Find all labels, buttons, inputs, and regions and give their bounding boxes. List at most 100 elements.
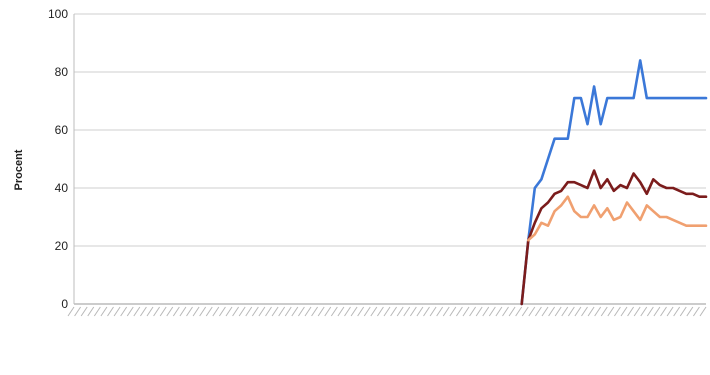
x-tick-mark bbox=[423, 306, 430, 317]
x-tick-mark bbox=[633, 306, 641, 317]
x-tick-mark bbox=[133, 306, 141, 317]
x-tick-mark bbox=[495, 306, 503, 317]
x-tick-mark bbox=[429, 306, 437, 317]
x-tick-mark bbox=[416, 306, 424, 317]
x-tick-mark bbox=[521, 306, 529, 317]
x-tick-mark bbox=[693, 306, 700, 317]
x-tick-mark bbox=[93, 306, 101, 317]
x-tick-mark bbox=[567, 306, 575, 317]
x-tick-mark bbox=[456, 306, 463, 317]
x-tick-mark bbox=[554, 306, 562, 317]
x-tick-mark bbox=[284, 306, 292, 317]
x-tick-mark bbox=[245, 306, 253, 317]
x-tick-mark bbox=[304, 306, 312, 317]
x-tick-mark bbox=[502, 306, 509, 317]
x-tick-mark bbox=[581, 306, 588, 317]
x-tick-mark bbox=[574, 306, 582, 317]
x-tick-mark bbox=[653, 306, 661, 317]
x-tick-mark bbox=[607, 306, 615, 317]
x-tick-mark bbox=[403, 306, 411, 317]
series-line-3 bbox=[527, 195, 708, 242]
x-tick-mark bbox=[488, 306, 496, 317]
x-tick-mark bbox=[666, 306, 674, 317]
x-tick-mark bbox=[627, 306, 634, 317]
x-tick-mark bbox=[258, 306, 266, 317]
x-tick-mark bbox=[462, 306, 470, 317]
x-tick-mark bbox=[646, 306, 654, 317]
y-tick-label: 20 bbox=[55, 239, 69, 253]
x-tick-mark bbox=[469, 306, 476, 317]
x-tick-mark bbox=[370, 306, 378, 317]
x-tick-mark bbox=[271, 306, 279, 317]
x-tick-mark bbox=[330, 306, 338, 317]
x-tick-mark bbox=[238, 306, 246, 317]
x-tick-mark bbox=[548, 306, 555, 317]
x-tick-mark bbox=[159, 306, 167, 317]
x-tick-mark bbox=[363, 306, 371, 317]
x-tick-mark bbox=[140, 306, 147, 317]
x-tick-mark bbox=[383, 306, 391, 317]
x-tick-mark bbox=[87, 306, 95, 317]
x-tick-mark bbox=[686, 306, 694, 317]
x-tick-mark bbox=[561, 306, 569, 317]
x-tick-mark bbox=[192, 306, 200, 317]
x-tick-mark bbox=[442, 306, 450, 317]
x-tick-mark bbox=[357, 306, 365, 317]
x-tick-mark bbox=[475, 306, 483, 317]
x-tick-mark bbox=[212, 306, 220, 317]
x-tick-mark bbox=[298, 306, 305, 317]
x-tick-mark bbox=[673, 306, 681, 317]
x-tick-mark bbox=[317, 306, 325, 317]
x-tick-mark bbox=[67, 306, 75, 317]
x-tick-mark bbox=[219, 306, 226, 317]
x-tick-mark bbox=[594, 306, 602, 317]
gridlines bbox=[73, 13, 706, 305]
x-tick-mark bbox=[436, 306, 444, 317]
x-tick-mark bbox=[600, 306, 608, 317]
x-tick-mark bbox=[126, 306, 134, 317]
x-tick-mark bbox=[74, 306, 81, 317]
series-line-1 bbox=[520, 59, 708, 306]
x-tick-mark bbox=[640, 306, 648, 317]
x-tick-mark bbox=[377, 306, 384, 317]
x-tick-mark bbox=[409, 306, 417, 317]
x-tick-mark bbox=[482, 306, 490, 317]
x-tick-mark bbox=[107, 306, 114, 317]
x-tick-mark bbox=[113, 306, 121, 317]
x-tick-mark bbox=[166, 306, 174, 317]
x-tick-mark bbox=[251, 306, 259, 317]
x-tick-mark bbox=[100, 306, 108, 317]
x-tick-mark bbox=[508, 306, 516, 317]
x-tick-mark bbox=[587, 306, 595, 317]
x-tick-mark bbox=[620, 306, 628, 317]
x-tick-mark bbox=[146, 306, 154, 317]
x-tick-mark bbox=[337, 306, 345, 317]
x-tick-mark bbox=[390, 306, 397, 317]
x-tick-mark bbox=[614, 306, 621, 317]
x-tick-mark bbox=[396, 306, 404, 317]
x-tick-mark bbox=[344, 306, 351, 317]
y-tick-label: 0 bbox=[61, 297, 68, 311]
x-tick-mark bbox=[660, 306, 667, 317]
series-lines bbox=[520, 59, 708, 306]
x-tick-mark bbox=[699, 306, 707, 317]
x-tick-mark bbox=[186, 306, 193, 317]
x-tick-mark bbox=[225, 306, 233, 317]
x-tick-mark bbox=[350, 306, 358, 317]
x-tick-mark bbox=[535, 306, 542, 317]
series-line-2 bbox=[520, 169, 708, 306]
x-tick-mark bbox=[679, 306, 687, 317]
x-tick-mark bbox=[311, 306, 318, 317]
x-axis-ticks bbox=[67, 306, 707, 317]
x-tick-mark bbox=[179, 306, 187, 317]
x-tick-mark bbox=[265, 306, 272, 317]
x-tick-mark bbox=[80, 306, 88, 317]
x-tick-mark bbox=[172, 306, 180, 317]
x-tick-mark bbox=[291, 306, 299, 317]
x-tick-mark bbox=[528, 306, 536, 317]
x-tick-mark bbox=[199, 306, 207, 317]
y-axis-label: Procent bbox=[13, 149, 25, 190]
y-tick-label: 80 bbox=[55, 65, 69, 79]
